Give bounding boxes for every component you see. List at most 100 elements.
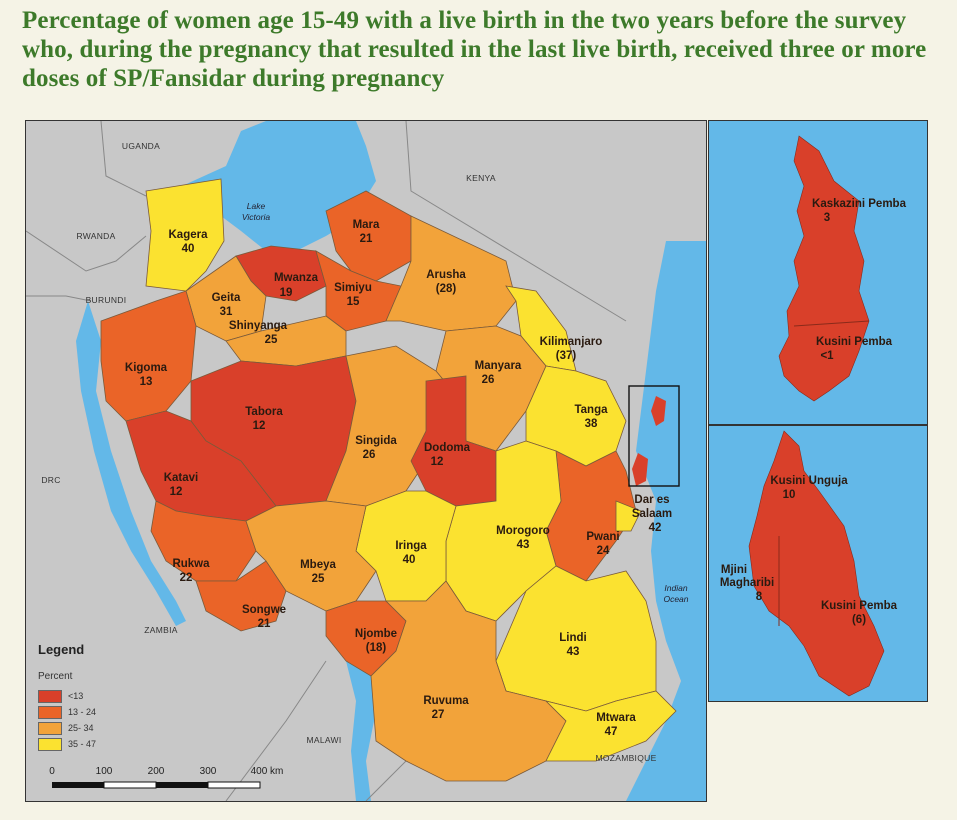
legend: Legend Percent <13 13 - 24 25- 34 35 - 4… [38,642,278,752]
region-labels: Kagera 40 Mara 21 Mwanza 19 Geita 31 Sim… [125,219,672,738]
legend-subtitle: Percent [38,671,73,682]
legend-item: 25- 34 [38,720,278,736]
scale-bar: 0 100 200 300 400 km [42,764,302,798]
label-mjini-name2: Magharibi [720,577,774,589]
label-dar-name1: Dar es [634,494,669,506]
label-tanga-name: Tanga [574,404,608,416]
label-katavi-value: 12 [170,486,183,498]
label-kaskazini-pemba-value: 3 [824,212,830,224]
legend-swatch [38,705,62,719]
regions [100,178,677,782]
inset-unguja: Kusini Unguja 10 Mjini Magharibi 8 Kusin… [708,425,928,702]
legend-swatch [38,721,62,735]
label-rukwa-name: Rukwa [172,558,210,570]
legend-label: <13 [68,691,84,701]
label-shinyanga-name: Shinyanga [229,320,288,332]
scale-tick-200: 200 [148,766,165,777]
inset-pemba-canvas: Kaskazini Pemba 3 Kusini Pemba <1 [778,135,907,402]
label-mara-name: Mara [353,219,380,231]
label-dar-name2: Salaam [632,508,672,520]
indian-ocean [626,241,706,801]
region-mtwara [544,690,677,762]
legend-item: 35 - 47 [38,736,278,752]
label-songwe-name: Songwe [242,604,286,616]
label-dodoma-name: Dodoma [424,442,471,454]
region-mbeya [245,500,377,612]
label-simiyu-value: 15 [347,296,360,308]
label-dar-value: 42 [649,522,662,534]
legend-items: <13 13 - 24 25- 34 35 - 47 [38,688,278,752]
label-kusini-pemba-2-value: (6) [852,614,866,626]
label-ocean-2: Ocean [663,594,688,604]
label-mtwara-name: Mtwara [596,712,636,724]
scale-segment [207,781,261,789]
label-lindi-name: Lindi [559,632,586,644]
label-morogoro-value: 43 [517,539,530,551]
label-mbeya-name: Mbeya [300,559,336,571]
label-uganda: UGANDA [122,141,160,151]
label-lake-victoria-2: Victoria [242,212,270,222]
label-zambia: ZAMBIA [144,625,177,635]
label-kagera-name: Kagera [169,229,209,241]
label-rwanda: RWANDA [76,231,115,241]
label-njombe-value: (18) [366,642,387,654]
scale-segment [156,782,208,788]
pemba-island-small [651,396,666,426]
scale-tick-400: 400 km [251,766,284,777]
label-simiyu-name: Simiyu [334,282,372,294]
region-rukwa [150,500,257,582]
inset-pemba: Kaskazini Pemba 3 Kusini Pemba <1 [708,120,928,425]
legend-swatch [38,737,62,751]
region-kigoma [100,290,197,422]
map-title: Percentage of women age 15-49 with a liv… [22,7,927,92]
label-ruvuma-name: Ruvuma [423,695,469,707]
label-iringa-name: Iringa [395,540,427,552]
scale-segment [103,781,157,789]
label-kusini-pemba-name: Kusini Pemba [816,336,893,348]
label-mozambique: MOZAMBIQUE [595,753,656,763]
label-kusini-pemba-2-name: Kusini Pemba [821,600,898,612]
label-tabora-name: Tabora [245,406,283,418]
label-songwe-value: 21 [258,618,271,630]
label-kaskazini-pemba-name: Kaskazini Pemba [812,198,907,210]
label-lake-victoria-1: Lake [247,201,266,211]
label-singida-value: 26 [363,449,376,461]
region-songwe [195,560,287,632]
label-tanga-value: 38 [585,418,598,430]
label-geita-value: 31 [220,306,233,318]
label-lindi-value: 43 [567,646,580,658]
label-mjini-value: 8 [756,591,763,603]
label-manyara-value: 26 [482,374,495,386]
label-arusha-value: (28) [436,283,457,295]
pemba-island [778,135,870,402]
label-morogoro-name: Morogoro [496,525,550,537]
map-canvas: UGANDA KENYA RWANDA BURUNDI DRC ZAMBIA M… [26,121,706,801]
scale-tick-100: 100 [96,766,113,777]
legend-label: 25- 34 [68,723,94,733]
scale-tick-0: 0 [49,766,55,777]
scale-tick-300: 300 [200,766,217,777]
legend-item: 13 - 24 [38,704,278,720]
label-mwanza-value: 19 [280,287,293,299]
label-mtwara-value: 47 [605,726,618,738]
label-njombe-name: Njombe [355,628,397,640]
label-kusini-unguja-value: 10 [783,489,796,501]
lake-victoria [171,121,376,251]
legend-title: Legend [38,642,85,657]
label-katavi-name: Katavi [164,472,199,484]
label-mbeya-value: 25 [312,573,325,585]
legend-swatch [38,689,62,703]
region-arusha [385,215,517,332]
label-kagera-value: 40 [182,243,195,255]
label-pwani-value: 24 [597,545,610,557]
label-mara-value: 21 [360,233,373,245]
label-kilimanjaro-name: Kilimanjaro [540,336,603,348]
region-kagera [145,178,225,292]
unguja-island [748,430,885,697]
label-geita-name: Geita [212,292,241,304]
label-tabora-value: 12 [253,420,266,432]
label-malawi: MALAWI [306,735,341,745]
lake-tanganyika [76,301,186,626]
label-burundi: BURUNDI [86,295,127,305]
label-dodoma-value: 12 [431,456,444,468]
